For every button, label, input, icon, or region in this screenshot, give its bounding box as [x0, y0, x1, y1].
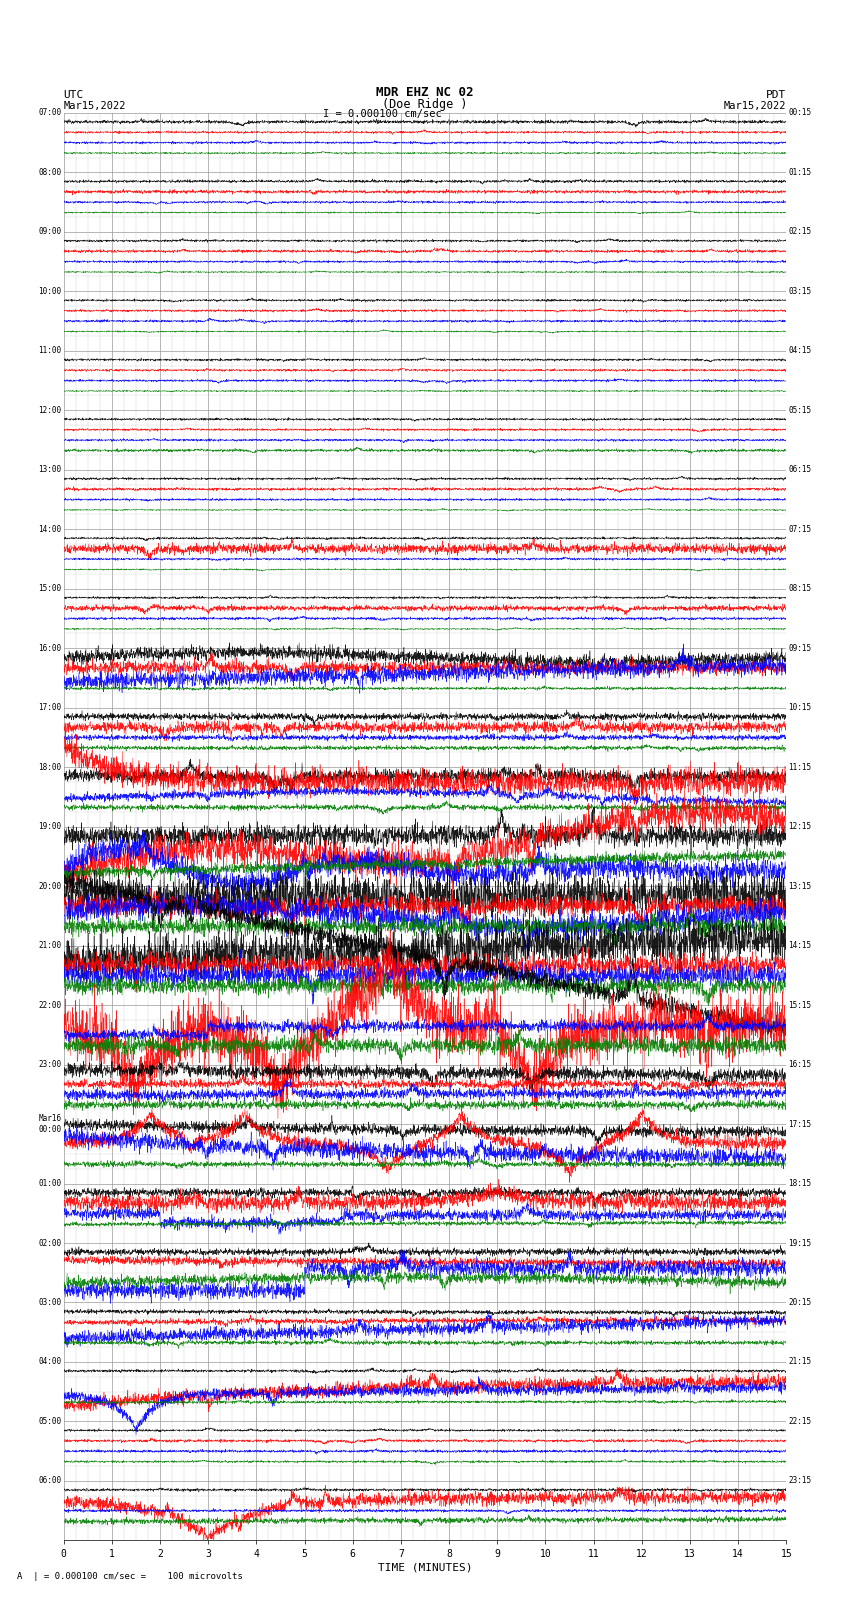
Text: 09:00: 09:00 — [38, 227, 61, 237]
Text: 01:00: 01:00 — [38, 1179, 61, 1189]
Text: 19:15: 19:15 — [789, 1239, 812, 1247]
Text: 15:00: 15:00 — [38, 584, 61, 594]
Text: 16:15: 16:15 — [789, 1060, 812, 1069]
Text: 10:00: 10:00 — [38, 287, 61, 295]
Text: UTC: UTC — [64, 90, 84, 100]
Text: 11:15: 11:15 — [789, 763, 812, 771]
Text: Mar15,2022: Mar15,2022 — [64, 102, 127, 111]
Text: 05:15: 05:15 — [789, 406, 812, 415]
Text: 14:00: 14:00 — [38, 524, 61, 534]
Text: 17:00: 17:00 — [38, 703, 61, 713]
Text: 06:00: 06:00 — [38, 1476, 61, 1486]
Text: 08:00: 08:00 — [38, 168, 61, 177]
Text: 11:00: 11:00 — [38, 347, 61, 355]
Text: 02:00: 02:00 — [38, 1239, 61, 1247]
Text: 10:15: 10:15 — [789, 703, 812, 713]
Text: 19:00: 19:00 — [38, 823, 61, 831]
Text: 22:15: 22:15 — [789, 1416, 812, 1426]
Text: 03:15: 03:15 — [789, 287, 812, 295]
Text: 12:00: 12:00 — [38, 406, 61, 415]
Text: 16:00: 16:00 — [38, 644, 61, 653]
Text: 05:00: 05:00 — [38, 1416, 61, 1426]
Text: 15:15: 15:15 — [789, 1000, 812, 1010]
Text: 21:00: 21:00 — [38, 940, 61, 950]
Text: 04:00: 04:00 — [38, 1358, 61, 1366]
Text: 20:00: 20:00 — [38, 882, 61, 890]
Text: 06:15: 06:15 — [789, 465, 812, 474]
Text: 22:00: 22:00 — [38, 1000, 61, 1010]
Text: 09:15: 09:15 — [789, 644, 812, 653]
Text: PDT: PDT — [766, 90, 786, 100]
X-axis label: TIME (MINUTES): TIME (MINUTES) — [377, 1563, 473, 1573]
Text: 00:15: 00:15 — [789, 108, 812, 118]
Text: A  | = 0.000100 cm/sec =    100 microvolts: A | = 0.000100 cm/sec = 100 microvolts — [17, 1571, 243, 1581]
Text: 14:15: 14:15 — [789, 940, 812, 950]
Text: 23:00: 23:00 — [38, 1060, 61, 1069]
Text: 18:00: 18:00 — [38, 763, 61, 771]
Text: I = 0.000100 cm/sec: I = 0.000100 cm/sec — [323, 110, 442, 119]
Text: 17:15: 17:15 — [789, 1119, 812, 1129]
Text: 23:15: 23:15 — [789, 1476, 812, 1486]
Text: 04:15: 04:15 — [789, 347, 812, 355]
Text: 18:15: 18:15 — [789, 1179, 812, 1189]
Text: Mar15,2022: Mar15,2022 — [723, 102, 786, 111]
Text: 07:00: 07:00 — [38, 108, 61, 118]
Text: MDR EHZ NC 02: MDR EHZ NC 02 — [377, 85, 473, 100]
Text: 01:15: 01:15 — [789, 168, 812, 177]
Text: 08:15: 08:15 — [789, 584, 812, 594]
Text: 07:15: 07:15 — [789, 524, 812, 534]
Text: 02:15: 02:15 — [789, 227, 812, 237]
Text: 03:00: 03:00 — [38, 1298, 61, 1307]
Text: 21:15: 21:15 — [789, 1358, 812, 1366]
Text: 13:00: 13:00 — [38, 465, 61, 474]
Text: 13:15: 13:15 — [789, 882, 812, 890]
Text: 20:15: 20:15 — [789, 1298, 812, 1307]
Text: 12:15: 12:15 — [789, 823, 812, 831]
Text: (Doe Ridge ): (Doe Ridge ) — [382, 98, 468, 111]
Text: Mar16
00:00: Mar16 00:00 — [38, 1115, 61, 1134]
